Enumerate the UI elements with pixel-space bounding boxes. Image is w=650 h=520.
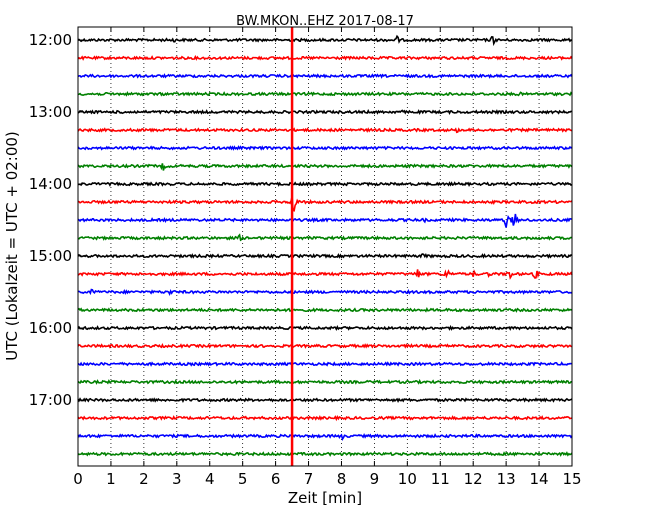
trace-1600 xyxy=(77,324,573,332)
x-tick-label: 0 xyxy=(73,470,83,488)
trace-1415 xyxy=(77,196,573,212)
y-tick-label: 17:00 xyxy=(29,391,72,409)
x-tick-label: 15 xyxy=(562,470,581,488)
trace-1700 xyxy=(77,397,573,403)
trace-1500 xyxy=(77,252,573,259)
x-axis-label: Zeit [min] xyxy=(288,489,362,507)
x-tick-label: 9 xyxy=(370,470,380,488)
trace-1715 xyxy=(77,414,573,422)
trace-1330 xyxy=(77,145,573,151)
y-axis-ticks: 12:00 13:00 14:00 15:00 16:00 17:00 xyxy=(29,31,83,409)
x-tick-label: 1 xyxy=(106,470,116,488)
x-tick-label: 14 xyxy=(530,470,549,488)
chart-title: BW.MKON..EHZ 2017-08-17 xyxy=(236,14,414,29)
x-tick-label: 13 xyxy=(497,470,516,488)
y-tick-label: 13:00 xyxy=(29,103,72,121)
x-tick-label: 6 xyxy=(271,470,281,488)
trace-1730 xyxy=(77,433,573,442)
x-tick-label: 12 xyxy=(464,470,483,488)
trace-1230 xyxy=(77,73,573,79)
trace-1630 xyxy=(77,361,573,367)
x-tick-label: 5 xyxy=(238,470,248,488)
x-axis-ticks: 0 1 2 3 4 5 6 7 8 9 10 11 12 13 14 15 xyxy=(73,27,582,488)
y-tick-label: 16:00 xyxy=(29,319,72,337)
y-axis-label: UTC (Lokalzeit = UTC + 02:00) xyxy=(3,131,21,361)
trace-1745 xyxy=(77,451,573,457)
x-tick-label: 2 xyxy=(139,470,149,488)
trace-1530 xyxy=(77,288,573,297)
trace-1545 xyxy=(77,306,573,313)
trace-1300 xyxy=(77,109,573,116)
trace-1515 xyxy=(77,269,573,280)
trace-1645 xyxy=(77,378,573,385)
x-tick-label: 10 xyxy=(398,470,417,488)
x-tick-label: 3 xyxy=(172,470,182,488)
x-tick-label: 7 xyxy=(304,470,314,488)
seismogram-traces xyxy=(77,34,573,457)
plot-frame xyxy=(77,26,573,467)
trace-1315 xyxy=(77,127,573,134)
x-tick-label: 8 xyxy=(337,470,347,488)
trace-1430 xyxy=(77,213,573,228)
x-tick-label: 11 xyxy=(431,470,450,488)
trace-1400 xyxy=(77,181,573,187)
y-tick-label: 12:00 xyxy=(29,31,72,49)
trace-1200 xyxy=(77,34,573,47)
trace-1615 xyxy=(77,343,573,349)
trace-1245 xyxy=(77,91,573,97)
y-tick-label: 14:00 xyxy=(29,175,72,193)
x-tick-label: 4 xyxy=(205,470,215,488)
trace-1445 xyxy=(77,233,573,242)
y-tick-label: 15:00 xyxy=(29,247,72,265)
trace-1345 xyxy=(77,163,573,171)
trace-1215 xyxy=(77,54,573,61)
